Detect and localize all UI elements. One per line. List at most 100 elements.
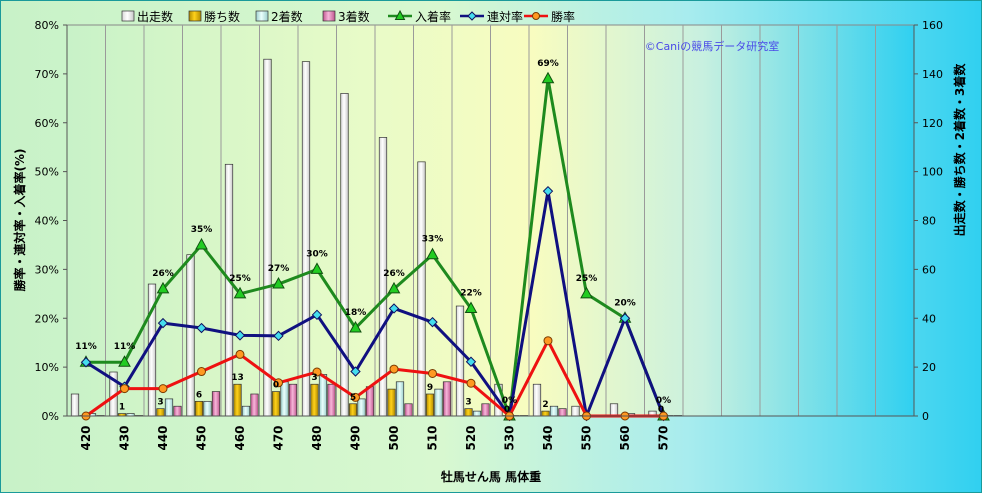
- data-point: [542, 185, 554, 197]
- bar-data-label: 3: [311, 373, 317, 383]
- x-tick-label: 530: [503, 425, 517, 450]
- line-data-label: 26%: [152, 269, 174, 279]
- line-data-label: 0%: [502, 396, 517, 406]
- legend-swatch: [188, 10, 202, 22]
- data-point: [312, 367, 322, 377]
- legend-label: 連対率: [487, 9, 523, 24]
- line-data-label: 33%: [422, 235, 444, 245]
- legend-marker: [532, 12, 540, 20]
- y-right-tick-label: 40: [922, 312, 936, 325]
- data-point: [541, 71, 555, 84]
- legend-label: 入着率: [415, 9, 451, 24]
- bar: [357, 398, 366, 417]
- bars: [70, 58, 683, 417]
- bar: [365, 386, 375, 417]
- line-data-label: 30%: [306, 249, 328, 259]
- bar: [609, 403, 619, 417]
- data-point: [273, 330, 284, 342]
- y-left-tick-label: 20%: [35, 312, 59, 325]
- bar-data-label: 3: [157, 398, 163, 408]
- bar: [70, 393, 80, 417]
- x-tick-label: 500: [387, 425, 401, 450]
- data-point: [197, 367, 206, 377]
- bar: [156, 408, 165, 417]
- data-point: [196, 322, 207, 334]
- bar: [310, 383, 319, 417]
- bar-data-label: 6: [196, 390, 202, 400]
- data-point: [158, 384, 168, 394]
- data-point: [157, 317, 169, 329]
- data-point: [428, 368, 437, 378]
- bar: [288, 383, 298, 417]
- data-point: [195, 237, 208, 250]
- data-point: [619, 313, 631, 324]
- bar: [263, 58, 272, 417]
- bar: [395, 381, 405, 417]
- bar: [233, 383, 242, 417]
- bar: [434, 388, 443, 417]
- data-point: [350, 366, 361, 377]
- y-right-tick-label: 80: [922, 215, 936, 228]
- legend-swatch: [255, 10, 269, 22]
- data-point: [120, 384, 129, 394]
- line-data-label: 0%: [656, 396, 671, 406]
- data-point: [272, 276, 285, 289]
- x-tick-label: 490: [349, 425, 363, 450]
- legend-label: 勝ち数: [204, 9, 240, 24]
- line-data-label: 26%: [383, 269, 405, 279]
- x-tick-label: 420: [79, 425, 93, 450]
- y-right-tick-label: 120: [922, 117, 943, 130]
- y-right-tick-label: 60: [922, 263, 936, 276]
- data-point: [156, 281, 170, 294]
- legend-swatch: [121, 10, 135, 22]
- bar-data-label: 3: [465, 398, 471, 408]
- data-point: [235, 349, 245, 359]
- legend-label: 3着数: [338, 9, 370, 24]
- data-point: [351, 392, 360, 402]
- data-point: [80, 357, 92, 368]
- x-tick-label: 510: [426, 425, 440, 450]
- bar-data-label: 0: [658, 405, 664, 415]
- bar: [417, 161, 426, 417]
- data-point: [388, 303, 400, 314]
- x-tick-label: 430: [118, 425, 132, 450]
- bar: [442, 381, 452, 417]
- bar: [280, 381, 289, 417]
- x-tick-label: 440: [156, 425, 170, 450]
- bar: [194, 400, 204, 417]
- data-point: [466, 378, 476, 388]
- data-point: [543, 336, 553, 346]
- line-data-label: 25%: [576, 274, 598, 284]
- watermark: ©Caniの競馬データ研究室: [645, 39, 779, 53]
- data-point: [274, 378, 283, 388]
- legend-marker: [467, 11, 477, 21]
- x-tick-label: 450: [195, 425, 209, 450]
- line-data-label: 35%: [191, 225, 213, 235]
- bar: [472, 410, 482, 417]
- data-point: [465, 356, 477, 367]
- line-data-label: 27%: [268, 264, 290, 274]
- data-point: [464, 301, 478, 313]
- bar-data-label: 0: [273, 381, 279, 391]
- bar-data-label: 1: [119, 403, 125, 413]
- bar: [318, 374, 328, 417]
- y-left-tick-label: 80%: [35, 19, 59, 32]
- data-point: [389, 364, 399, 374]
- bar-data-label: 5: [350, 393, 356, 403]
- legend-label: 2着数: [271, 9, 303, 24]
- bar: [425, 393, 435, 417]
- bar: [387, 388, 396, 417]
- legend: 出走数 勝ち数 2着数 3着数 入着率 連対率 勝率: [121, 9, 575, 24]
- y-right-tick-label: 140: [922, 68, 943, 81]
- x-tick-label: 560: [618, 425, 632, 450]
- axes: 0%10%20%30%40%50%60%70%80%02040608010012…: [35, 19, 943, 451]
- line-data-label: 18%: [345, 308, 367, 318]
- bar-data-label: 0: [504, 405, 510, 415]
- line-data-label: 69%: [537, 59, 559, 69]
- legend-label: 出走数: [137, 9, 173, 24]
- x-tick-label: 570: [657, 425, 671, 450]
- y-left-tick-label: 30%: [35, 263, 59, 276]
- y-left-tick-label: 50%: [35, 166, 59, 179]
- gridlines: [105, 25, 876, 416]
